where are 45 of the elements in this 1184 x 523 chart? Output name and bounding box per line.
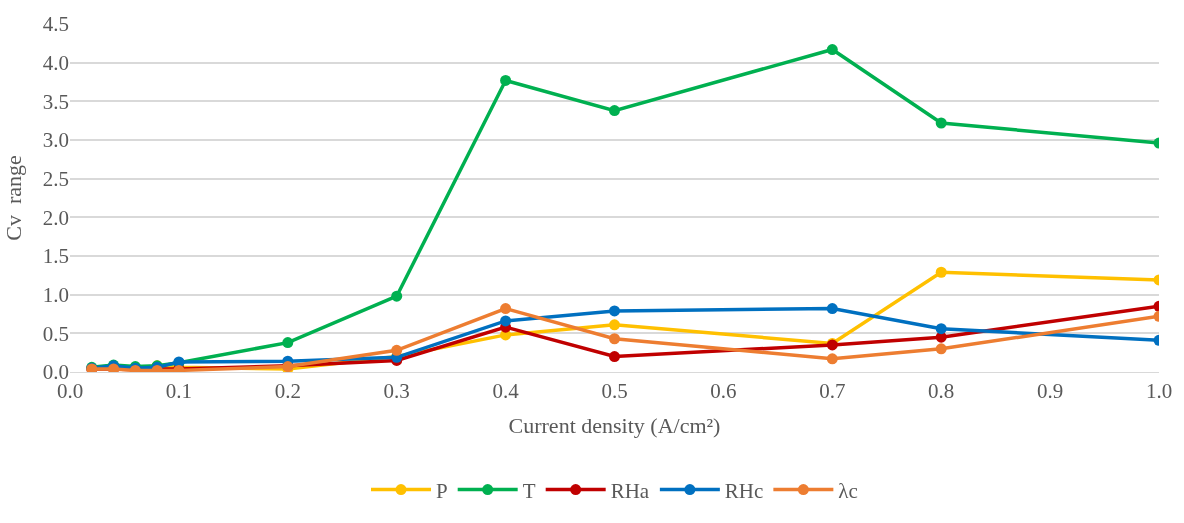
point	[609, 351, 620, 363]
y-tick-label: 1.0	[42, 283, 69, 308]
point	[935, 266, 947, 278]
point	[935, 117, 947, 129]
point	[826, 44, 838, 56]
x-tick-label: 0.8	[928, 379, 955, 404]
point	[609, 105, 620, 117]
y-tick-label: 2.0	[42, 205, 69, 230]
legend-label: RHc	[724, 478, 764, 503]
point	[826, 303, 838, 315]
point	[609, 305, 620, 317]
y-tick-label: 2.5	[42, 167, 69, 192]
legend-label: T	[522, 478, 536, 503]
point	[282, 337, 294, 349]
y-tick-label: 0.5	[42, 321, 69, 346]
legend-label: P	[436, 478, 448, 503]
point	[500, 315, 512, 327]
x-axis-title: Current density (A/cm²)	[508, 413, 721, 439]
point	[500, 74, 512, 86]
x-tick-label: 0.5	[601, 379, 628, 404]
legend-label: λc	[838, 478, 858, 503]
y-tick-label: 1.5	[42, 244, 69, 269]
legend-label: RHa	[610, 478, 650, 503]
x-tick-label: 0.7	[819, 379, 846, 404]
point	[609, 319, 620, 331]
y-tick-label: 0.0	[42, 360, 69, 385]
y-axis-title: Cv range	[0, 155, 26, 241]
x-tick-label: 0.4	[492, 379, 520, 404]
x-tick-label: 0.3	[383, 379, 410, 404]
point	[935, 323, 947, 335]
point	[935, 343, 947, 355]
y-tick-label: 4.0	[42, 51, 69, 76]
point	[826, 353, 838, 365]
x-tick-label: 0.1	[165, 379, 193, 404]
x-tick-label: 1.0	[1145, 379, 1173, 404]
point	[609, 333, 620, 345]
x-tick-label: 0.9	[1036, 379, 1064, 404]
x-tick-label: 0.2	[274, 379, 301, 404]
y-tick-label: 3.0	[42, 128, 69, 153]
point	[391, 344, 403, 356]
y-tick-label: 4.5	[42, 12, 69, 37]
point	[391, 290, 403, 302]
point	[500, 303, 512, 315]
x-tick-label: 0.6	[710, 379, 737, 404]
y-tick-label: 3.5	[42, 89, 69, 114]
